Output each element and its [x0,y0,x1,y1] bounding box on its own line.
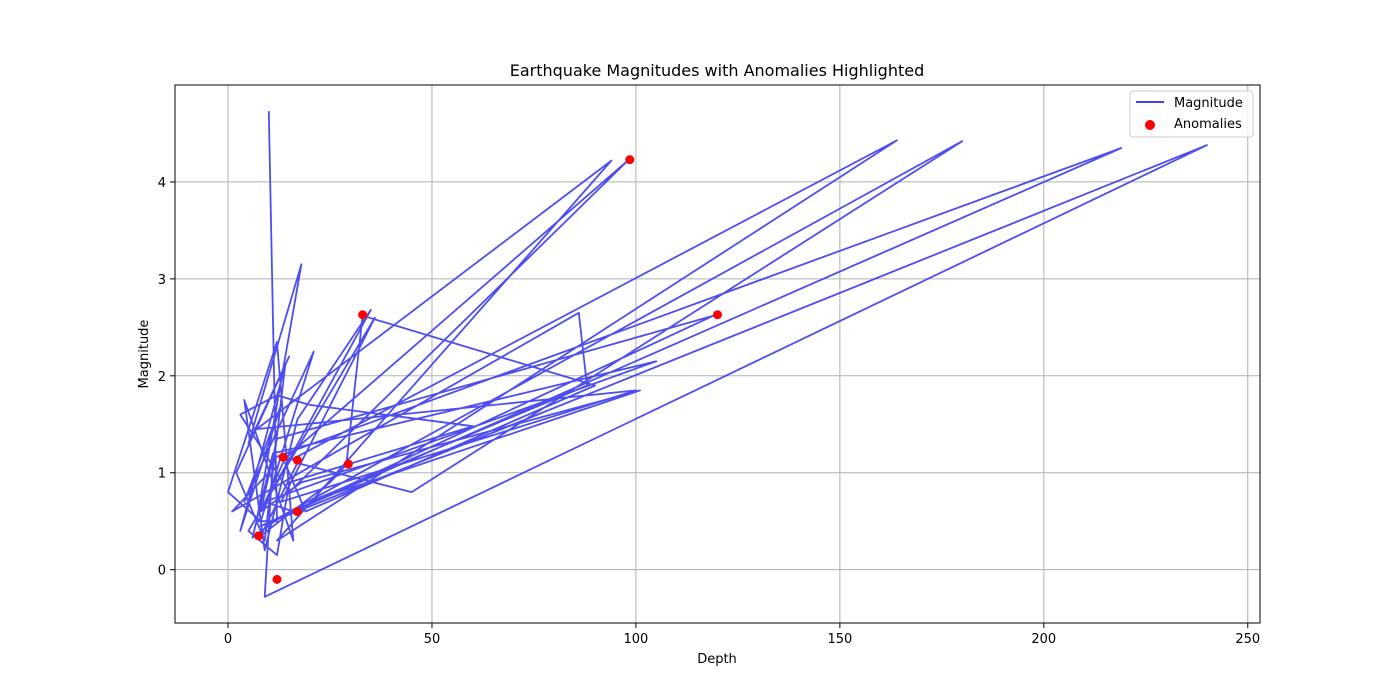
x-tick-label: 100 [624,632,649,647]
anomaly-point [254,531,264,541]
x-tick-label: 200 [1031,632,1056,647]
magnitude-series-line [227,111,1208,598]
legend: Magnitude Anomalies [1129,90,1254,138]
y-axis-label: Magnitude [137,320,152,389]
anomaly-point [625,155,635,165]
x-tick-label: 250 [1235,632,1260,647]
anomaly-point [278,452,288,462]
y-tick-label: 3 [158,273,166,288]
x-tick-label: 150 [827,632,852,647]
anomaly-point [292,455,302,465]
anomaly-point [713,310,722,320]
x-axis-label: Depth [697,652,737,667]
y-tick-label: 0 [158,564,166,579]
ticks: 0 50 100 150 200 250 0 1 2 3 4 [158,176,1260,647]
y-tick-label: 1 [158,467,166,482]
anomaly-point [358,310,368,320]
anomaly-point [343,459,353,469]
x-tick-label: 50 [424,632,441,647]
anomaly-point [292,507,302,517]
anomaly-point [272,574,282,584]
y-tick-label: 4 [158,176,166,191]
legend-label-magnitude: Magnitude [1174,96,1243,111]
legend-dot-swatch [1145,120,1155,130]
x-tick-label: 0 [224,632,232,647]
legend-label-anomalies: Anomalies [1174,117,1242,132]
plot-area [227,111,1208,598]
axes-frame [174,84,1261,624]
chart-title: Earthquake Magnitudes with Anomalies Hig… [510,61,925,80]
y-tick-label: 2 [158,370,166,385]
